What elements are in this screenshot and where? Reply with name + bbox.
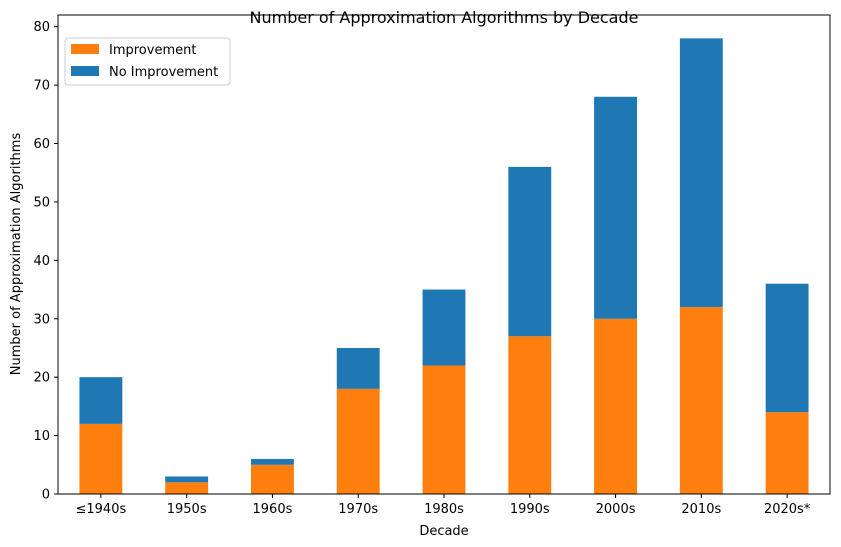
bar-no-improvement-3 — [336, 347, 380, 389]
chart-title: Number of Approximation Algorithms by De… — [250, 8, 639, 27]
bar-no-improvement-8 — [765, 283, 809, 413]
legend-label-improvement: Improvement — [109, 43, 196, 58]
x-tick-label-6: 2000s — [596, 502, 636, 517]
y-tick-label-2: 20 — [33, 371, 50, 386]
x-tick-label-4: 1980s — [424, 502, 464, 517]
bar-improvement-5 — [508, 336, 552, 494]
bar-improvement-7 — [679, 307, 723, 494]
bar-no-improvement-7 — [679, 38, 723, 308]
x-tick-label-5: 1990s — [510, 502, 550, 517]
bars — [79, 38, 809, 494]
bar-improvement-6 — [594, 318, 637, 494]
y-axis-label: Number of Approximation Algorithms — [9, 133, 24, 376]
legend-frame — [64, 37, 231, 86]
x-tick-label-1: 1950s — [167, 502, 207, 517]
x-tick-label-2: 1960s — [253, 502, 293, 517]
y-tick-label-0: 0 — [42, 488, 50, 503]
legend-swatch-no-improvement — [71, 66, 99, 76]
y-axis: 0 10 20 30 40 50 60 70 80 — [33, 20, 58, 503]
y-tick-label-5: 50 — [33, 195, 50, 210]
y-tick-label-8: 80 — [33, 20, 50, 35]
bar-improvement-3 — [336, 388, 380, 494]
x-tick-label-3: 1970s — [338, 502, 378, 517]
bar-no-improvement-1 — [165, 476, 209, 483]
bar-no-improvement-6 — [594, 96, 637, 319]
bar-no-improvement-2 — [251, 458, 294, 465]
x-axis: ≤1940s 1950s 1960s 1970s 1980s 1990s 2000s 2010… — [76, 494, 811, 517]
legend-swatch-improvement — [71, 44, 99, 54]
x-tick-label-7: 2010s — [681, 502, 721, 517]
y-tick-label-4: 40 — [33, 254, 50, 269]
x-tick-label-8: 2020s* — [764, 502, 811, 517]
y-tick-label-6: 60 — [33, 137, 50, 152]
legend: Improvement No Improvement — [64, 37, 231, 86]
x-tick-label-0: ≤1940s — [76, 502, 127, 517]
bar-no-improvement-5 — [508, 166, 552, 337]
x-axis-label: Decade — [419, 524, 468, 539]
bar-improvement-4 — [422, 365, 466, 494]
y-tick-label-3: 30 — [33, 312, 50, 327]
y-tick-label-7: 70 — [33, 79, 50, 94]
bar-improvement-0 — [79, 423, 123, 494]
bar-no-improvement-4 — [422, 289, 466, 366]
bar-improvement-8 — [765, 412, 809, 494]
legend-label-no-improvement: No Improvement — [109, 65, 218, 80]
bar-improvement-2 — [251, 464, 294, 494]
bar-no-improvement-0 — [79, 377, 123, 424]
y-tick-label-1: 10 — [33, 429, 50, 444]
bar-improvement-1 — [165, 482, 209, 494]
